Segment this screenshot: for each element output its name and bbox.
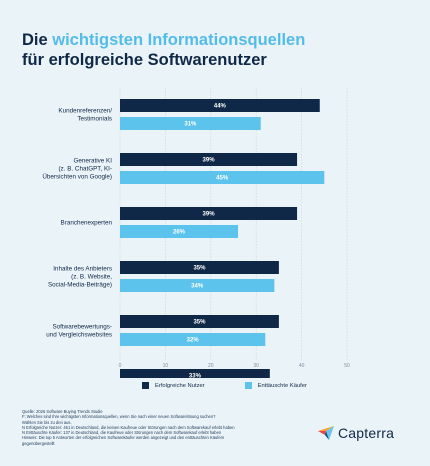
title-part1: Die [22,31,53,49]
title-highlight: wichtigsten Informationsquellen [52,31,306,49]
footnote-line: N Enttäuschte Käufer: 137 in Deutschland… [22,430,222,436]
legend-item-successful: Erfolgreiche Nutzer [142,382,205,389]
category-label-line: Kundenreferenzen/ [58,107,112,114]
x-tick-label: 30 [253,363,259,369]
bar-value-label: 45% [216,176,229,182]
chart-legend: Erfolgreiche Nutzer Enttäuschte Käufer [142,382,307,389]
footnote-line: F: Welches sind Ihre wichtigsten Informa… [22,414,216,420]
category-label-line: (z. B. ChatGPT, KI- [58,166,112,173]
x-tick-label: 20 [208,363,214,369]
category-label: Branchenexperten [61,220,113,227]
bar-value-label: 32% [187,338,200,344]
legend-swatch-successful [142,382,149,389]
bar [120,225,239,238]
category-label: Softwarebewertungs-und Vergleichswebsite… [46,323,112,338]
category-label-line: Übersichten von Google) [42,173,112,181]
capterra-wordmark: Capterra [338,425,395,441]
capterra-logo: Capterra [318,425,394,441]
category-label-line: Social-Media-Beiträge) [48,282,112,289]
bar [120,279,275,292]
footnote-line: Wählen Sie bis zu drei aus. [22,419,72,425]
legend-item-disappointed: Enttäuschte Käufer [244,382,307,389]
bar-chart: 0 10 20 30 40 50 Kundenreferenzen/Testimonials… [42,88,350,378]
capterra-arrow-icon [318,426,334,440]
footnote-line: N Erfolgreiche Nutzer: 451 in Deutschlan… [22,424,235,430]
bar-value-label: 39% [203,212,216,218]
x-tick-label: 0 [119,363,122,369]
bar [120,207,298,220]
legend-label-successful: Erfolgreiche Nutzer [155,382,205,389]
bar-value-label: 39% [203,158,216,164]
bar-value-label: 26% [173,230,186,236]
legend-label-disappointed: Enttäuschte Käufer [257,382,307,389]
footnote-line: Hinweis: Die top 5 Antworten der erfolgr… [22,435,225,441]
category-label-line: Branchenexperten [61,220,113,227]
bar [120,171,325,184]
source-footnote: Quelle: 2026 Software Buying Trends Stud… [22,409,322,446]
footnote-line: Quelle: 2026 Software Buying Trends Stud… [22,409,103,414]
category-label: Kundenreferenzen/Testimonials [58,107,112,122]
bar-value-label: 44% [214,104,227,110]
category-label: Inhalte des Anbieters (z. B. Website, Soci… [48,265,112,288]
bar-value-label: 34% [191,284,204,290]
bar [120,369,270,378]
category-label-line: Branchen- und [71,377,113,378]
bar-value-label: 33% [189,374,202,378]
bar [120,261,279,274]
legend-swatch-disappointed [244,382,252,389]
bar-value-label: 35% [193,266,206,272]
bar [120,99,320,112]
bar-value-label: 31% [184,122,197,128]
x-tick-label: 10 [163,363,169,369]
x-tick-label: 50 [344,363,350,369]
footnote-line: gegenübergestellt [22,440,55,446]
x-tick-label: 40 [299,363,305,369]
bar [120,153,298,166]
title-line2: für erfolgreiche Softwarenutzer [22,51,267,69]
bar [120,333,266,346]
bar [120,315,279,328]
category-label-line: und Vergleichswebsites [46,332,112,339]
category-label-line: Generative KI [73,157,112,164]
category-label-line: Inhalte des Anbieters [53,265,112,272]
category-label-line: (z. B. Website, [71,274,112,281]
category-label-line: Testimonials [77,116,112,123]
category-label-line: Softwarebewertungs- [52,323,112,330]
category-label: Generative KI (z. B. ChatGPT, KI-Übersich… [42,157,112,180]
chart-title: Die wichtigsten Informationsquellen für … [22,30,412,70]
bar-value-label: 35% [193,320,206,326]
category-label: Branchen- undArbeitskollegen [69,377,113,378]
bar [120,117,261,130]
